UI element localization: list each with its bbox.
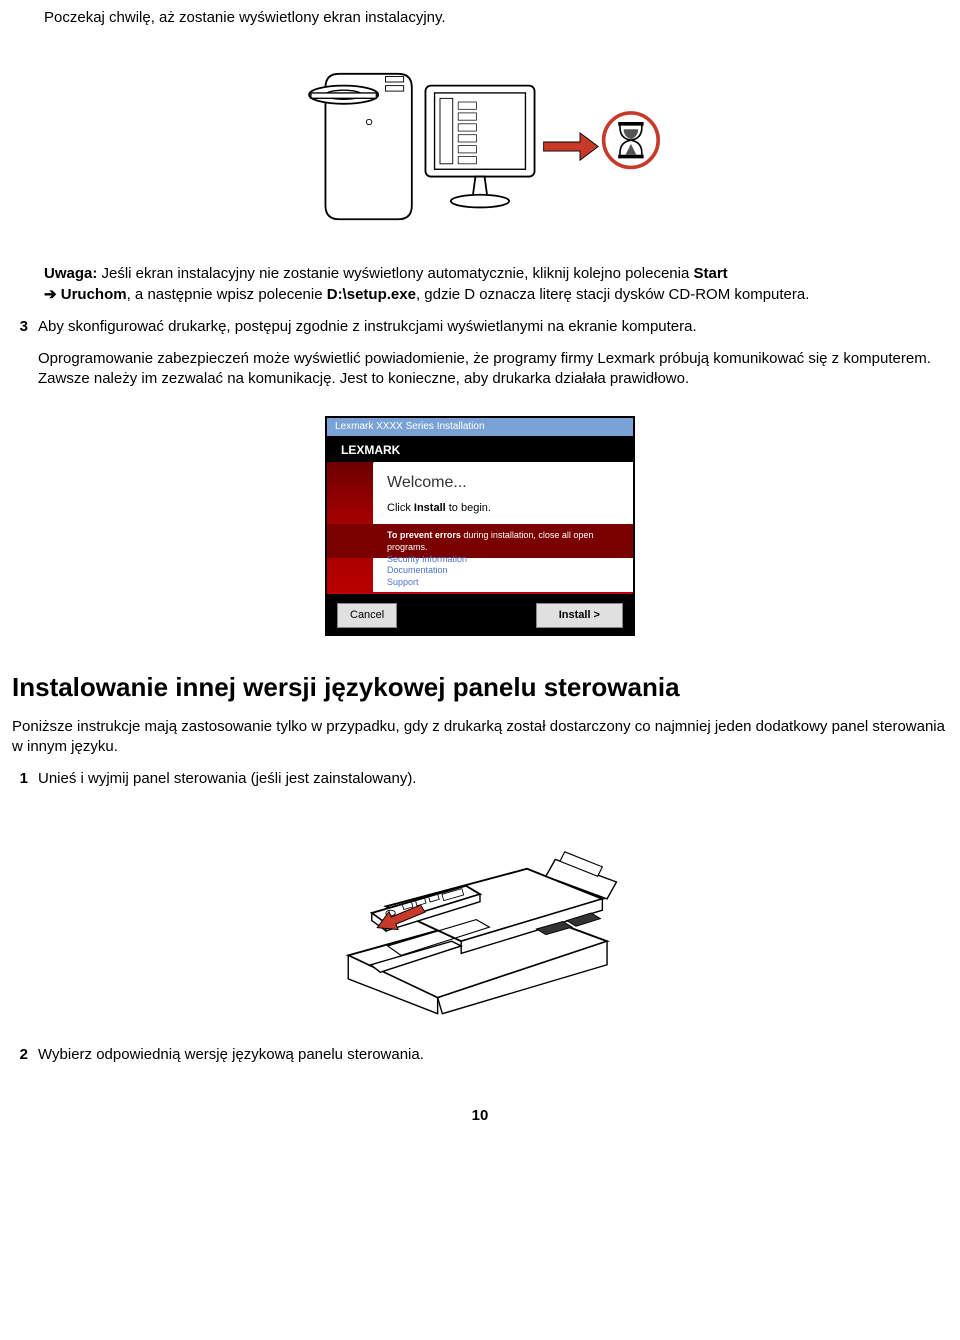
step-2: 2 Wybierz odpowiednią wersję językową pa… — [12, 1045, 948, 1065]
section-intro: Poniższe instrukcje mają zastosowanie ty… — [12, 717, 948, 758]
installer-links: Security Information Documentation Suppo… — [387, 554, 467, 589]
step-3: 3 Aby skonfigurować drukarkę, postępuj z… — [12, 317, 948, 402]
step-3-text: Aby skonfigurować drukarkę, postępuj zgo… — [38, 317, 948, 337]
step-3-para2: Oprogramowanie zabezpieczeń może wyświet… — [38, 349, 948, 390]
ci-c: to begin. — [446, 502, 491, 514]
section-heading: Instalowanie innej wersji językowej pane… — [12, 670, 948, 705]
installer-titlebar: Lexmark XXXX Series Installation — [327, 418, 633, 436]
installer-install-button: Install > — [536, 603, 623, 628]
step-2-text: Wybierz odpowiednią wersję językową pane… — [38, 1045, 948, 1065]
intro-text: Poczekaj chwilę, aż zostanie wyświetlony… — [12, 8, 948, 28]
installer-click-install: Click Install to begin. — [387, 501, 619, 516]
note-text-c: , gdzie D oznacza literę stacji dysków C… — [416, 286, 809, 303]
installer-link-support: Support — [387, 577, 467, 589]
note-arrow-seq: ➔ Uruchom — [44, 286, 127, 303]
step-1-number: 1 — [12, 769, 38, 789]
prevent-a: To prevent errors — [387, 530, 461, 540]
figure-computer-setup — [12, 42, 948, 242]
computer-svg — [290, 42, 670, 242]
installer-window: Lexmark XXXX Series Installation LEXMARK… — [325, 416, 635, 636]
note-label: Uwaga: — [44, 265, 97, 282]
ci-b: Install — [414, 502, 446, 514]
note-text-b: , a następnie wpisz polecenie — [127, 286, 327, 303]
note-cmd: D:\setup.exe — [327, 286, 416, 303]
printer-svg — [320, 803, 640, 1023]
ci-a: Click — [387, 502, 414, 514]
installer-prevent: To prevent errors during installation, c… — [327, 524, 633, 558]
installer-body: Welcome... Click Install to begin. To pr… — [327, 462, 633, 594]
note-text-a: Jeśli ekran instalacyjny nie zostanie wy… — [97, 265, 693, 282]
installer-link-security: Security Information — [387, 554, 467, 566]
installer-brand: LEXMARK — [327, 436, 633, 462]
installer-cancel-button: Cancel — [337, 603, 397, 628]
step-3-number: 3 — [12, 317, 38, 402]
step-2-number: 2 — [12, 1045, 38, 1065]
page-number: 10 — [12, 1106, 948, 1126]
installer-link-docs: Documentation — [387, 565, 467, 577]
step-1-text: Unieś i wyjmij panel sterowania (jeśli j… — [38, 769, 948, 789]
step-1: 1 Unieś i wyjmij panel sterowania (jeśli… — [12, 769, 948, 789]
note-arrow-label: Uruchom — [57, 286, 127, 303]
note-paragraph: Uwaga: Jeśli ekran instalacyjny nie zost… — [12, 264, 948, 305]
installer-footer: Cancel Install > — [337, 603, 623, 628]
figure-printer — [12, 803, 948, 1023]
installer-welcome: Welcome... — [387, 472, 619, 494]
note-start: Start — [693, 265, 727, 282]
figure-installer: Lexmark XXXX Series Installation LEXMARK… — [12, 416, 948, 636]
